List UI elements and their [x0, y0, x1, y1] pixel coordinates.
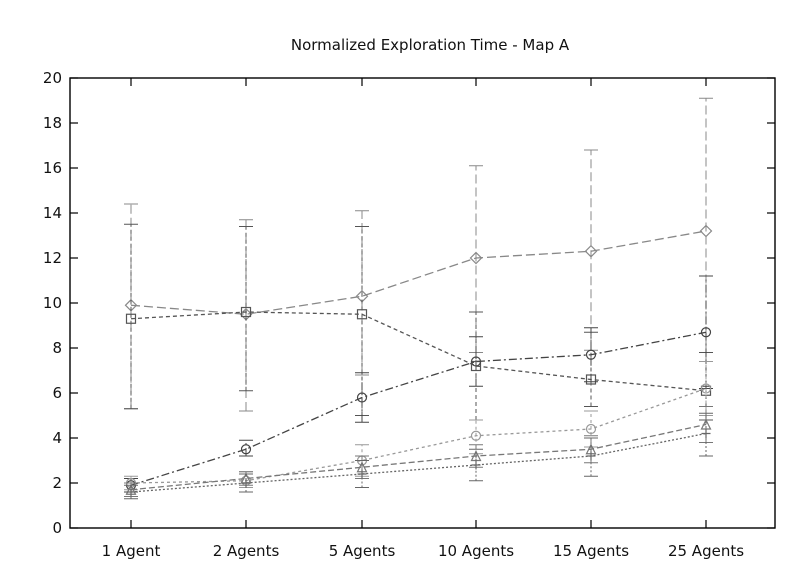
- series-5: [124, 406, 713, 497]
- x-tick-label: 10 Agents: [438, 542, 514, 560]
- data-point: [700, 327, 712, 338]
- series-line: [130, 331, 707, 486]
- data-point: [125, 313, 137, 324]
- y-tick-label: 16: [43, 159, 62, 177]
- series-line: [130, 423, 707, 491]
- data-point: [126, 487, 136, 497]
- series-2: [124, 223, 713, 421]
- series-line: [130, 387, 707, 484]
- y-tick-label: 18: [43, 114, 62, 132]
- series-1: [124, 97, 713, 412]
- x-tick-label: 5 Agents: [329, 542, 396, 560]
- data-point: [585, 423, 597, 435]
- y-tick-label: 6: [52, 384, 62, 402]
- x-tick-label: 1 Agent: [102, 542, 161, 560]
- data-point: [240, 444, 252, 455]
- data-point: [699, 224, 713, 238]
- plot-area: 0 2 4 6 8 10 12 14 16 18 20 1 Agent 2 Agents 5 Agents…: [43, 69, 775, 560]
- data-point: [585, 349, 597, 360]
- y-tick-label: 0: [52, 519, 62, 537]
- y-tick-label: 2: [52, 474, 62, 492]
- x-tick-label: 25 Agents: [668, 542, 744, 560]
- data-point: [356, 392, 368, 403]
- data-point: [470, 430, 482, 441]
- x-tick-label: 2 Agents: [213, 542, 280, 560]
- plot-frame: [69, 77, 776, 529]
- y-tick-label: 14: [43, 204, 62, 222]
- y-tick-label: 4: [52, 429, 62, 447]
- chart-title: Normalized Exploration Time - Map A: [291, 36, 570, 54]
- data-point: [701, 429, 711, 438]
- series-line: [130, 432, 707, 493]
- data-point: [356, 309, 368, 320]
- series-3: [124, 275, 713, 493]
- series-line: [130, 230, 707, 315]
- data-point: [469, 251, 483, 265]
- series-4: [124, 361, 713, 491]
- data-point: [357, 469, 367, 479]
- y-tick-label: 20: [43, 69, 62, 87]
- data-point: [470, 356, 482, 367]
- data-point: [471, 460, 481, 470]
- series-6: [124, 412, 713, 500]
- data-point: [586, 451, 596, 461]
- data-point: [240, 306, 252, 318]
- series-line: [130, 311, 707, 392]
- data-point: [241, 478, 251, 488]
- y-tick-label: 10: [43, 294, 62, 312]
- data-point: [700, 383, 712, 394]
- data-point: [584, 244, 598, 258]
- data-point: [470, 360, 482, 372]
- y-tick-label: 12: [43, 249, 62, 267]
- y-tick-label: 8: [52, 339, 62, 357]
- x-tick-label: 15 Agents: [553, 542, 629, 560]
